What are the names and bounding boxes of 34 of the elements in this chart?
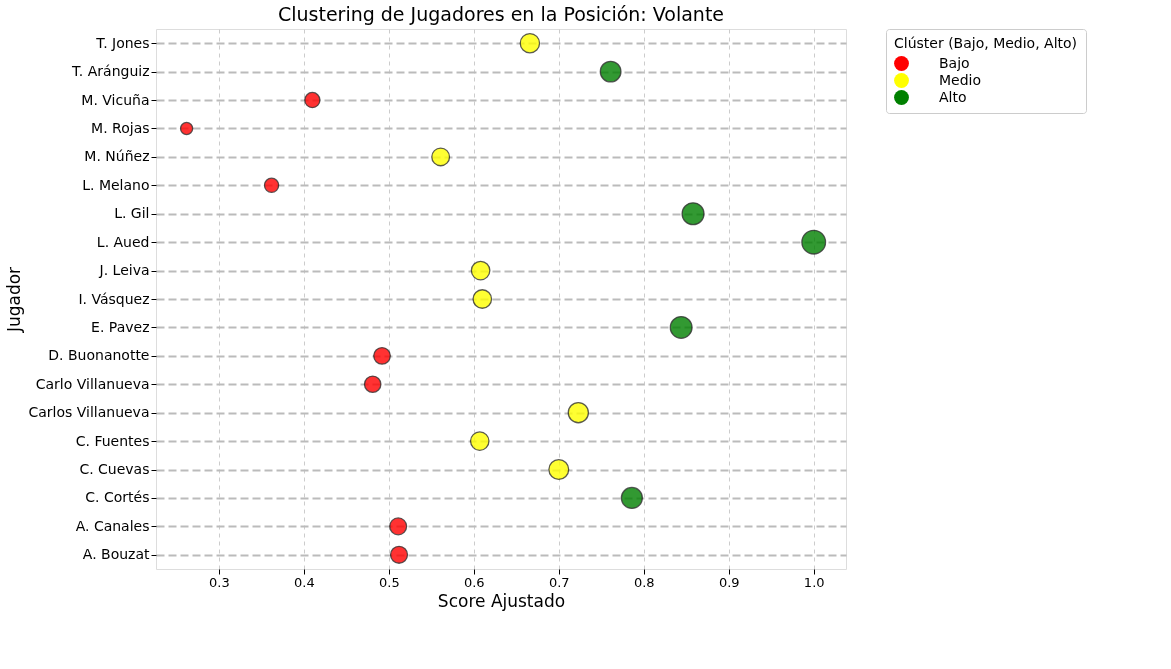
x-tick-label: 0.6 [463, 574, 485, 590]
y-tick-label: C. Cortés [85, 489, 150, 506]
legend-label: Alto [939, 88, 967, 105]
x-tick-label: 0.3 [209, 574, 230, 590]
y-tick-label: I. Vásquez [78, 290, 150, 307]
x-tick-label: 0.9 [718, 574, 740, 590]
x-tick-label: 1.0 [803, 574, 825, 590]
y-tick-label: A. Canales [75, 517, 150, 534]
y-tick-label: Carlos Villanueva [28, 404, 150, 421]
y-tick-label: J. Leiva [98, 262, 150, 279]
x-tick-label: 0.5 [378, 574, 400, 590]
y-tick-label: L. Aued [96, 233, 150, 250]
y-tick-label: D. Buonanotte [48, 347, 150, 364]
y-tick-label: T. Aránguiz [70, 63, 150, 80]
legend-label: Medio [939, 71, 982, 88]
x-tick-label: 0.4 [294, 574, 315, 590]
y-axis-title: Jugador [4, 266, 25, 334]
legend-title: Clúster (Bajo, Medio, Alto) [894, 35, 1078, 51]
x-tick-label: 0.8 [633, 574, 655, 590]
y-tick-label: L. Gil [114, 205, 150, 222]
y-tick-label: E. Pavez [91, 318, 150, 335]
y-tick-label: M. Rojas [91, 119, 150, 136]
y-tick-label: T. Jones [95, 34, 150, 51]
y-tick-label: M. Núñez [84, 148, 150, 165]
y-tick-label: Carlo Villanueva [35, 375, 150, 392]
y-tick-label: L. Melano [82, 176, 150, 193]
x-tick-label: 0.7 [548, 574, 570, 590]
x-axis-title: Score Ajustado [437, 590, 566, 611]
chart-title: Clustering de Jugadores en la Posición: Volante [277, 2, 725, 25]
legend-label: Bajo [939, 54, 970, 71]
y-tick-label: M. Vicuña [81, 91, 150, 108]
y-tick-label: C. Fuentes [75, 432, 150, 449]
y-tick-label: C. Cuevas [79, 461, 150, 478]
y-tick-label: A. Bouzat [82, 546, 150, 563]
